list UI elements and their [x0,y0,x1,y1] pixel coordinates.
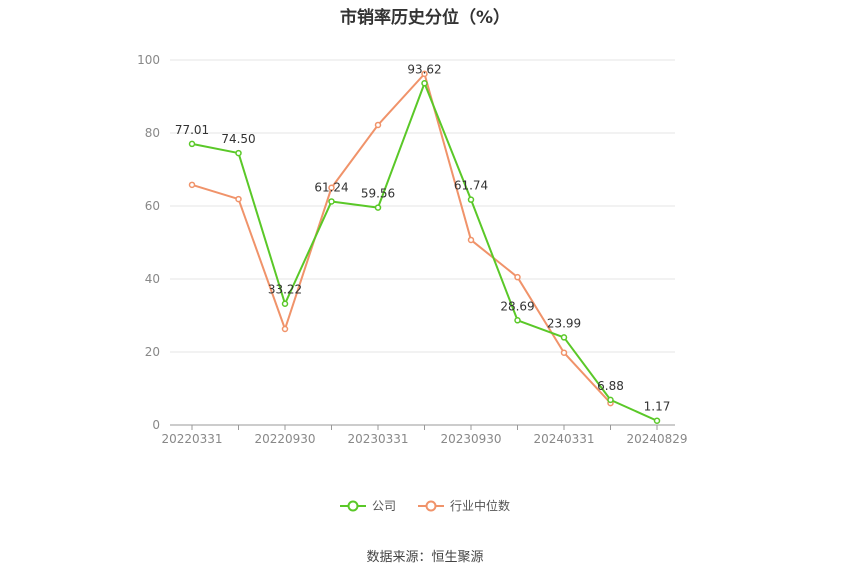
legend-industry-label: 行业中位数 [450,499,511,513]
y-tick-label: 80 [145,126,160,140]
series-layer [188,70,661,424]
data-label: 28.69 [500,299,534,313]
chart-title: 市销率历史分位（%） [339,8,511,28]
point-industry [421,70,428,78]
x-tick-label: 20220930 [254,432,315,446]
data-label: 77.01 [175,123,209,137]
axis-layer: 0 20 40 60 80 100 20220331 20220930 20230331 2023… [137,53,687,446]
point-company [560,334,568,341]
legend: 公司 行业中位数 [0,497,850,514]
point-company [607,396,614,404]
point-company [235,149,242,157]
data-label: 33.22 [268,283,302,297]
point-company [188,140,196,148]
point-industry [188,181,196,189]
data-label: 59.56 [361,187,395,201]
legend-company-label: 公司 [371,499,396,513]
data-label: 93.62 [407,62,441,76]
x-tick-label: 20240331 [533,432,594,446]
x-tick-label: 20230331 [347,432,408,446]
data-label: 6.88 [597,379,624,393]
y-tick-label: 0 [152,418,160,432]
point-company [514,317,521,324]
legend-industry-marker-icon [418,500,444,511]
source-note: 数据来源：恒生聚源 [366,550,484,565]
y-tick-label: 20 [145,345,160,359]
data-label: 61.24 [314,180,348,194]
point-company [421,80,428,87]
point-company [467,196,475,203]
point-industry [281,325,289,333]
data-label: 61.74 [454,179,488,193]
data-label: 74.50 [221,132,255,146]
y-tick-label: 60 [145,199,160,213]
series-line-company [191,82,658,422]
x-tick-label: 20240829 [626,432,687,446]
series-line-industry [191,72,612,404]
point-company [374,204,382,211]
point-industry [514,273,521,281]
x-tick-label: 20220331 [161,432,222,446]
data-label-layer: 77.01 74.50 33.22 61.24 59.56 93.62 61.74 28.69… [175,62,671,413]
point-company [653,417,661,424]
grid-layer [170,59,675,353]
y-tick-label: 100 [137,53,160,67]
point-industry [560,349,568,356]
y-tick-label: 40 [145,272,160,286]
data-label: 23.99 [547,316,581,330]
x-tick-label: 20230930 [440,432,501,446]
point-industry [467,236,475,244]
point-company [281,300,289,307]
point-industry [374,121,382,129]
data-label: 1.17 [644,400,671,414]
legend-item-industry[interactable]: 行业中位数 [418,497,510,514]
legend-company-marker-icon [339,500,366,511]
point-industry [328,184,335,191]
point-company [328,198,335,205]
legend-item-company[interactable]: 公司 [339,497,396,514]
point-industry [235,195,242,203]
